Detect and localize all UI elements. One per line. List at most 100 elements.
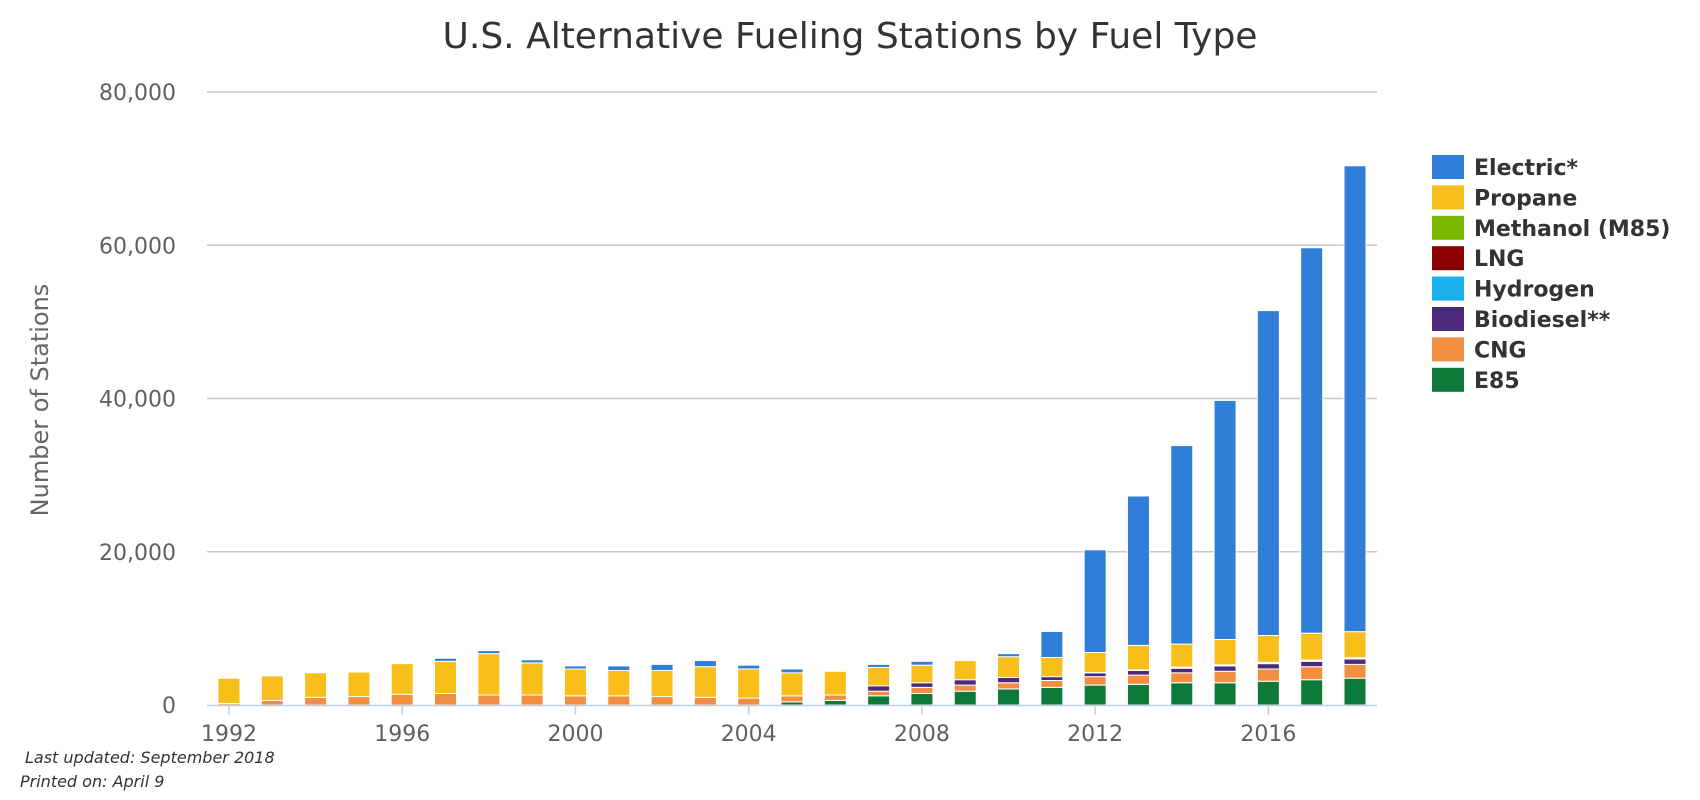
- bar-segment: [563, 695, 587, 706]
- legend-label: Electric*: [1474, 156, 1578, 181]
- bar-segment: [1040, 676, 1064, 681]
- bar-segment: [563, 668, 587, 697]
- bar-segment: [910, 660, 934, 666]
- bar-segment: [1213, 638, 1237, 666]
- bar-segment: [434, 657, 458, 662]
- bar-segment: [867, 690, 891, 697]
- bars: [217, 165, 1367, 706]
- bar-segment: [1170, 682, 1194, 706]
- bar-segment: [607, 670, 631, 697]
- bar-segment: [304, 696, 328, 706]
- bar-segment: [1083, 684, 1107, 706]
- x-tick-label: 1996: [374, 722, 430, 747]
- bar-segment: [1213, 670, 1237, 684]
- legend-label: E85: [1474, 369, 1520, 394]
- bar-segment: [1300, 679, 1324, 706]
- x-tick-label: 2008: [894, 722, 950, 747]
- bar-segment: [1343, 165, 1367, 633]
- bar-segment: [910, 693, 934, 706]
- bar-segment: [867, 695, 891, 706]
- bar-segment: [1256, 663, 1280, 670]
- bar-segment: [997, 656, 1021, 678]
- y-tick-label: 0: [162, 694, 176, 719]
- bar-segment: [910, 682, 934, 688]
- bar-segment: [1170, 643, 1194, 668]
- x-tick-label: 1992: [201, 722, 257, 747]
- axes: 1992 1996 2000 2004 2008 2012 2016: [201, 704, 1377, 747]
- bar-segment: [1343, 677, 1367, 706]
- bar-segment: [477, 653, 501, 696]
- bar-segment: [1256, 635, 1280, 663]
- bar-segment: [693, 696, 717, 706]
- bar-segment: [607, 665, 631, 672]
- bar-segment: [780, 672, 804, 697]
- bar-segment: [737, 697, 761, 706]
- bar-segment: [650, 696, 674, 706]
- bar-segment: [434, 660, 458, 695]
- bar-segment: [693, 660, 717, 668]
- bar-segment: [780, 668, 804, 674]
- bar-segment: [1083, 549, 1107, 654]
- bar-segment: [737, 664, 761, 670]
- bar-segment: [910, 686, 934, 695]
- y-tick-label: 20,000: [99, 541, 176, 566]
- bar-segment: [1126, 670, 1150, 676]
- printed-on-note: Printed on: April 9: [20, 772, 164, 791]
- bar-segment: [1126, 495, 1150, 646]
- legend: Electric* Propane Methanol (M85) LNG Hydroge…: [1432, 155, 1670, 394]
- bar-segment: [953, 679, 977, 686]
- y-tick-label: 80,000: [99, 81, 176, 106]
- bar-segment: [1083, 676, 1107, 686]
- bar-segment: [1256, 310, 1280, 637]
- bar-segment: [867, 685, 891, 692]
- legend-label: Propane: [1474, 186, 1577, 211]
- x-tick-label: 2016: [1240, 722, 1296, 747]
- bar-segment: [1083, 672, 1107, 678]
- bar-segment: [650, 663, 674, 672]
- chart-title: U.S. Alternative Fueling Stations by Fue…: [443, 16, 1258, 57]
- bar-segment: [1256, 668, 1280, 682]
- bar-segment: [1213, 665, 1237, 672]
- bar-segment: [1170, 672, 1194, 684]
- legend-swatch: [1432, 246, 1464, 271]
- bar-segment: [390, 663, 414, 695]
- bar-segment: [1343, 631, 1367, 659]
- y-tick-label: 40,000: [99, 388, 176, 413]
- bar-segment: [1343, 663, 1367, 679]
- bar-segment: [1040, 630, 1064, 658]
- bar-segment: [737, 668, 761, 699]
- bar-segment: [693, 666, 717, 698]
- bar-segment: [1040, 686, 1064, 706]
- bar-segment: [217, 677, 241, 704]
- last-updated-note: Last updated: September 2018: [25, 748, 275, 767]
- legend-swatch: [1432, 215, 1464, 240]
- bar-segment: [867, 666, 891, 687]
- bar-segment: [520, 662, 544, 696]
- bar-segment: [953, 660, 977, 681]
- bar-segment: [563, 665, 587, 670]
- bar-segment: [434, 693, 458, 706]
- bar-segment: [1170, 667, 1194, 674]
- bar-segment: [1300, 666, 1324, 681]
- legend-label: Hydrogen: [1474, 278, 1595, 303]
- bar-segment: [607, 695, 631, 706]
- bar-segment: [780, 695, 804, 703]
- legend-swatch: [1432, 155, 1464, 179]
- bar-segment: [304, 672, 328, 698]
- bar-segment: [953, 684, 977, 692]
- bar-segment: [1083, 652, 1107, 673]
- gridlines: 0 20,000 40,000 60,000 80,000: [99, 81, 1377, 719]
- y-axis-label: Number of Stations: [26, 284, 54, 517]
- bar-segment: [260, 675, 284, 701]
- bar-segment: [997, 682, 1021, 690]
- bar-segment: [1300, 632, 1324, 661]
- x-tick-label: 2012: [1067, 722, 1123, 747]
- bar-segment: [953, 690, 977, 706]
- bar-segment: [520, 694, 544, 706]
- legend-swatch: [1432, 337, 1464, 362]
- legend-label: CNG: [1474, 338, 1527, 363]
- legend-swatch: [1432, 367, 1464, 392]
- bar-segment: [823, 670, 847, 696]
